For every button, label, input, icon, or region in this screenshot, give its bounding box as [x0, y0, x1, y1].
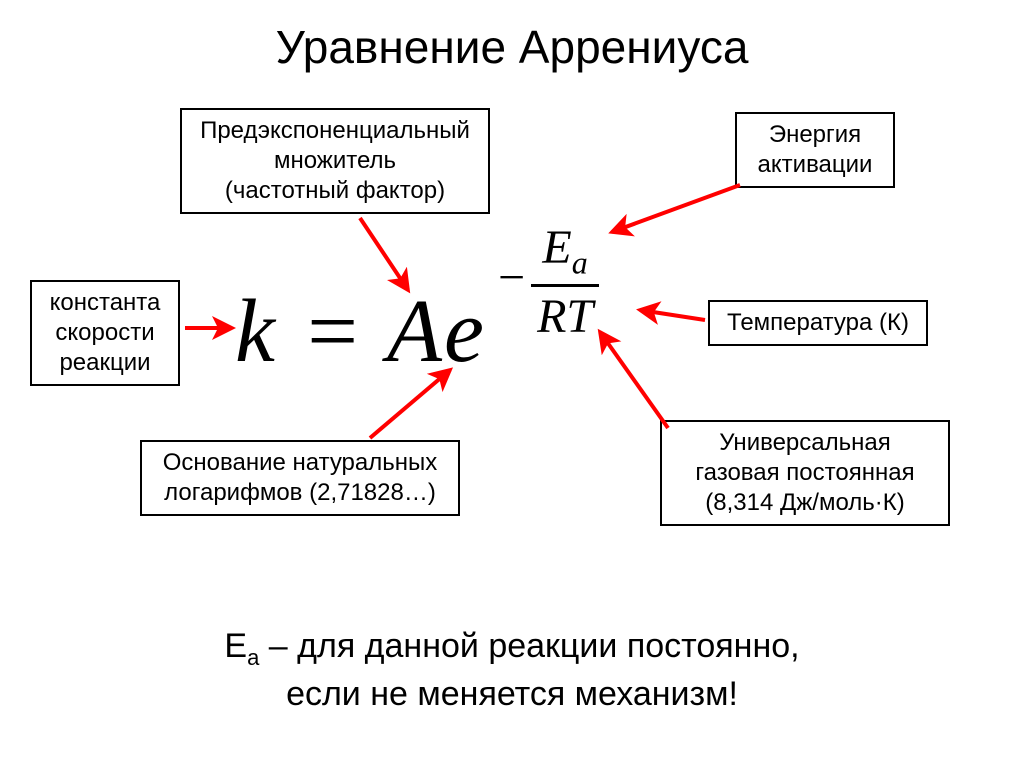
footer-sub-a: a — [247, 644, 259, 669]
sym-R: R — [537, 290, 566, 343]
box-temperature: Температура (К) — [708, 300, 928, 346]
equation-exponent: − Ea RT — [498, 220, 599, 344]
equation-base: k = Ae — [235, 280, 486, 383]
minus-sign: − — [498, 251, 525, 304]
sym-a: a — [572, 245, 588, 281]
denominator: RT — [531, 287, 599, 344]
numerator: Ea — [531, 220, 599, 287]
fraction: Ea RT — [531, 220, 599, 344]
footer-note: Ea – для данной реакции постоянно, если … — [0, 624, 1024, 718]
sym-E: E — [542, 221, 571, 274]
page-title: Уравнение Аррениуса — [0, 20, 1024, 74]
footer-line1: Ea – для данной реакции постоянно, — [0, 624, 1024, 672]
sym-T: T — [566, 290, 593, 343]
box-preexp: Предэкспоненциальныймножитель(частотный … — [180, 108, 490, 214]
box-natlog: Основание натуральныхлогарифмов (2,71828… — [140, 440, 460, 516]
footer-line2: если не меняется механизм! — [0, 672, 1024, 718]
box-gasconst: Универсальнаягазовая постоянная(8,314 Дж… — [660, 420, 950, 526]
footer-E: E — [224, 627, 247, 665]
footer-text1: – для данной реакции постоянно, — [259, 627, 799, 665]
box-activation: Энергияактивации — [735, 112, 895, 188]
box-rateconst: константаскоростиреакции — [30, 280, 180, 386]
